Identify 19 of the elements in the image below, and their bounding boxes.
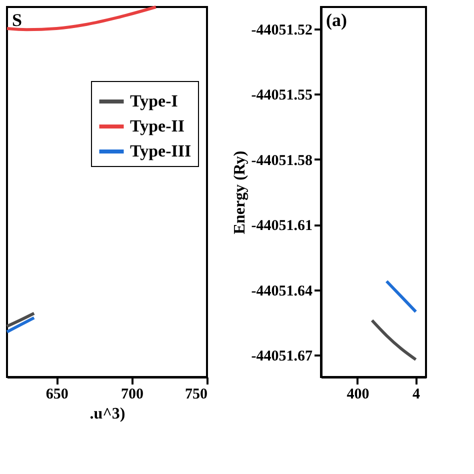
y-tick-label: -44051.58 (251, 152, 312, 169)
legend-label: Type-III (130, 142, 192, 160)
x-tick-label: 4 (412, 386, 421, 402)
x-tick-label: 750 (185, 386, 208, 402)
x-axis-title: .u^3) (90, 406, 126, 422)
legend-label: Type-II (130, 116, 185, 136)
y-tick-label: -44051.64 (251, 283, 313, 300)
y-tick-label: -44051.55 (251, 88, 312, 104)
y-axis-title: Energy (Ry) (231, 150, 248, 234)
x-tick-label: 700 (121, 386, 144, 402)
annotation: S (12, 10, 22, 30)
annotation: (a) (326, 10, 347, 30)
y-tick-label: -44051.52 (251, 22, 312, 38)
y-tick-label: -44051.61 (251, 218, 312, 234)
x-tick-label: 400 (346, 386, 370, 402)
x-tick-label: 650 (46, 386, 68, 402)
y-tick-label: -44051.67 (251, 348, 313, 365)
line-series (370, 318, 418, 362)
legend-label: Type-I (130, 92, 178, 110)
